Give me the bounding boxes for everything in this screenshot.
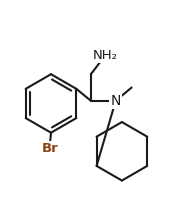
Text: NH₂: NH₂ [93,49,118,62]
Text: N: N [111,94,121,108]
Text: Br: Br [42,142,58,155]
